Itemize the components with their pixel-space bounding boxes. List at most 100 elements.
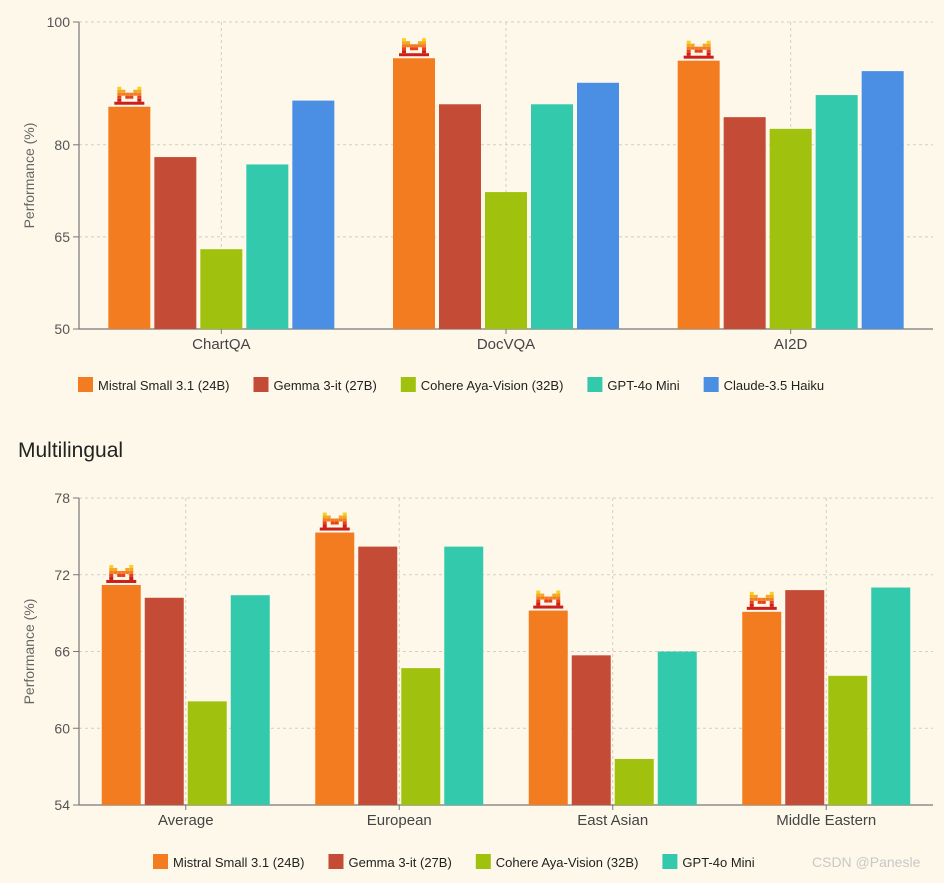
logo-pixel [109, 573, 114, 577]
bar-ai2d-series-2 [769, 128, 812, 329]
logo-base [114, 101, 145, 105]
y-tick-label: 78 [54, 490, 70, 506]
bar-ai2d-series-4 [861, 71, 904, 330]
legend-label: GPT-4o Mini [607, 378, 679, 393]
legend-item: Mistral Small 3.1 (24B) [153, 854, 304, 870]
logo-pixel [536, 593, 541, 597]
logo-base [746, 606, 777, 610]
bar-east-asian-series-3 [657, 651, 697, 805]
legend-item: Gemma 3-it (27B) [328, 854, 452, 870]
bar-docvqa-series-0 [393, 58, 435, 329]
logo-pixel [402, 38, 406, 42]
bar-average-series-0 [101, 584, 141, 805]
logo-pixel [406, 41, 410, 45]
legend-swatch [328, 854, 344, 869]
bar-average-series-1 [144, 597, 184, 805]
logo-pixel [749, 594, 754, 598]
logo-pixel [414, 44, 418, 48]
logo-pixel [556, 602, 561, 606]
x-tick-label: DocVQA [477, 336, 535, 353]
logo-pixel [137, 95, 142, 99]
logo-pixel [342, 518, 347, 522]
logo-pixel [137, 86, 142, 90]
legend-item: GPT-4o Mini [662, 854, 755, 870]
logo-pixel [129, 95, 134, 99]
logo-pixel [422, 50, 426, 54]
logo-pixel [137, 89, 142, 93]
legend-label: Cohere Aya-Vision (32B) [421, 378, 564, 393]
logo-base [533, 605, 564, 609]
bar-european-series-1 [358, 546, 398, 805]
legend-label: Gemma 3-it (27B) [273, 378, 376, 393]
logo-pixel [342, 515, 347, 519]
logo-pixel [402, 41, 406, 45]
logo-pixel [117, 86, 122, 90]
logo-pixel [548, 599, 553, 603]
logo-pixel [422, 41, 426, 45]
mistral-logo-icon [114, 86, 145, 105]
logo-pixel [113, 567, 118, 571]
mistral-logo-icon [319, 512, 350, 531]
logo-pixel [702, 46, 707, 50]
logo-pixel [765, 597, 770, 601]
logo-base [399, 53, 429, 57]
mistral-logo-icon [683, 40, 714, 59]
logo-pixel [761, 597, 766, 601]
bar-chartqa-series-3 [246, 164, 289, 329]
x-tick-label: Average [158, 812, 214, 829]
logo-base [683, 55, 714, 59]
logo-pixel [552, 593, 557, 597]
section-title-multilingual: Multilingual [18, 439, 123, 462]
logo-pixel [698, 46, 703, 50]
logo-pixel [706, 43, 711, 47]
legend-label: Mistral Small 3.1 (24B) [98, 378, 229, 393]
logo-pixel [536, 596, 541, 600]
y-tick-label: 66 [54, 644, 70, 660]
logo-pixel [556, 590, 561, 594]
watermark: CSDN @Panesle [812, 854, 921, 870]
logo-pixel [706, 46, 711, 50]
bar-middle-eastern-series-2 [828, 675, 868, 805]
logo-pixel [418, 44, 422, 48]
logo-pixel [334, 518, 339, 522]
logo-pixel [686, 43, 691, 47]
bar-average-series-3 [230, 595, 270, 805]
logo-pixel [769, 594, 774, 598]
logo-pixel [330, 521, 335, 525]
logo-pixel [117, 95, 122, 99]
logo-pixel [129, 570, 134, 574]
legend-item: Gemma 3-it (27B) [253, 377, 377, 393]
logo-pixel [129, 567, 134, 571]
bar-ai2d-series-1 [723, 117, 766, 329]
mistral-logo-icon [533, 590, 564, 609]
legend-swatch [475, 854, 491, 869]
bar-docvqa-series-1 [439, 104, 481, 329]
logo-pixel [769, 603, 774, 607]
logo-pixel [326, 518, 331, 522]
logo-pixel [129, 573, 134, 577]
logo-pixel [117, 89, 122, 93]
logo-pixel [338, 518, 343, 522]
bar-east-asian-series-2 [614, 758, 654, 805]
legend-item: Mistral Small 3.1 (24B) [78, 377, 229, 393]
logo-pixel [690, 43, 695, 47]
logo-pixel [109, 567, 114, 571]
logo-pixel [686, 52, 691, 56]
logo-pixel [125, 92, 130, 96]
y-tick-label: 72 [54, 567, 70, 583]
logo-pixel [117, 98, 122, 102]
logo-pixel [544, 599, 549, 603]
logo-pixel [402, 44, 406, 48]
bar-european-series-2 [401, 668, 441, 805]
logo-base [106, 579, 137, 583]
logo-pixel [129, 564, 134, 568]
chart-0: 50 65 80 100 ChartQA DocVQA AI2D Performance (%… [21, 14, 933, 393]
y-axis-title: Performance (%) [21, 599, 37, 705]
logo-pixel [556, 596, 561, 600]
bar-docvqa-series-3 [531, 104, 573, 329]
bar-chartqa-series-4 [292, 100, 335, 329]
bar-east-asian-series-0 [528, 610, 568, 805]
logo-pixel [342, 521, 347, 525]
legend-item: Claude-3.5 Haiku [703, 377, 824, 393]
logo-pixel [698, 49, 703, 53]
